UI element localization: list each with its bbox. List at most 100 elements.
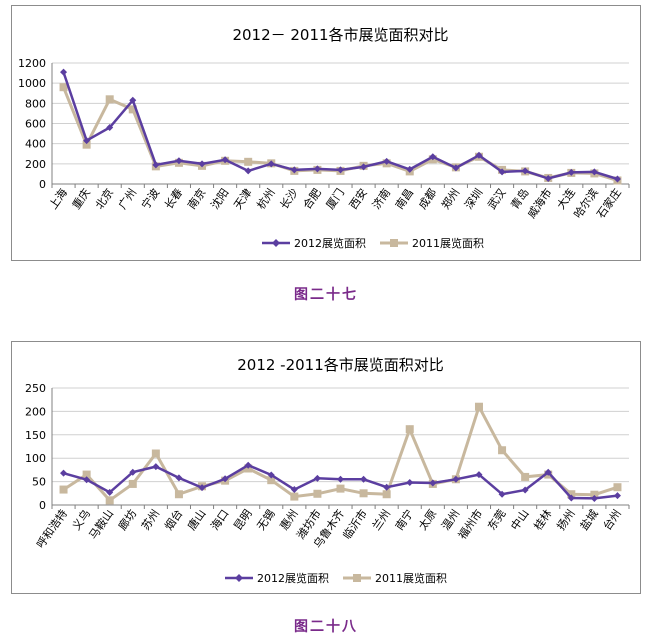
y-tick-label: 50	[32, 476, 46, 489]
legend-marker-2011	[390, 239, 398, 247]
x-tick-label: 成都	[416, 186, 439, 211]
x-tick-label: 广州	[116, 186, 139, 211]
data-point-2012	[521, 167, 529, 175]
x-tick-label: 长沙	[278, 186, 301, 211]
data-point-2011	[359, 489, 368, 498]
x-tick-label: 长春	[162, 186, 185, 211]
data-point-2012	[221, 156, 229, 164]
figure-caption-28: 图二十八	[294, 619, 358, 635]
data-point-2012	[175, 157, 183, 165]
chart-panel-2: 2012 -2011各市展览面积对比 0 50 100 150 200 250 呼和浩特 义乌马…	[11, 341, 641, 594]
y-tick-label: 0	[39, 178, 46, 191]
legend-marker-2011	[353, 574, 361, 582]
x-tick-label: 杭州	[254, 186, 278, 212]
x-tick-label: 重庆	[69, 186, 93, 212]
x-tick-label: 桂林	[531, 507, 555, 533]
data-point-2012	[360, 475, 368, 483]
legend-label-2012: 2012展览面积	[257, 571, 329, 585]
x-tick-label: 太原	[416, 507, 439, 532]
x-tick-label: 兰州	[370, 507, 393, 532]
data-point-2012	[567, 168, 575, 176]
data-point-2012	[337, 475, 344, 483]
data-point-2012	[152, 161, 160, 169]
data-point-2011	[82, 470, 91, 479]
data-point-2011	[405, 425, 414, 434]
y-tick-label: 600	[25, 118, 46, 131]
x-tick-label: 福州市	[455, 507, 485, 542]
x-tick-label: 昆明	[231, 507, 254, 532]
x-tick-label: 马鞍山	[86, 507, 116, 542]
data-point-2012	[475, 151, 483, 159]
data-point-2012	[521, 486, 529, 494]
x-tick-label: 武汉	[485, 186, 508, 211]
x-tick-label: 临沂市	[340, 507, 370, 542]
legend-label-2011: 2011展览面积	[375, 571, 447, 585]
x-tick-label: 济南	[369, 186, 393, 212]
data-point-2012	[267, 471, 275, 479]
data-point-2012	[475, 471, 483, 479]
y-tick-label: 100	[25, 452, 46, 465]
x-tick-label: 南昌	[393, 186, 416, 211]
data-point-2011	[244, 157, 253, 166]
data-point-2012	[383, 157, 391, 165]
x-tick-label: 海口	[207, 507, 231, 533]
data-point-2011	[382, 490, 391, 499]
x-tick-label: 北京	[92, 186, 116, 212]
x-tick-label: 合肥	[300, 186, 324, 212]
x-tick-label: 烟台	[161, 507, 185, 533]
data-point-2011	[313, 489, 322, 498]
x-tick-label: 扬州	[554, 507, 578, 533]
y-tick-label: 150	[25, 429, 46, 442]
x-tick-label: 台州	[600, 507, 624, 533]
legend-label-2011: 2011展览面积	[412, 236, 484, 250]
data-point-2012	[337, 166, 344, 174]
data-point-2012	[198, 484, 206, 492]
data-point-2011	[567, 490, 576, 499]
data-point-2012	[567, 494, 575, 502]
data-point-2012	[267, 160, 275, 168]
x-tick-label: 东莞	[485, 507, 508, 532]
data-point-2011	[151, 449, 160, 458]
x-tick-label: 盐城	[578, 507, 601, 532]
data-point-2011	[105, 95, 114, 104]
data-point-2012	[498, 168, 506, 176]
data-point-2012	[590, 168, 598, 176]
chart-title: 2012 -2011各市展览面积对比	[237, 356, 444, 374]
data-point-2011	[336, 484, 345, 493]
series-2012-line	[62, 71, 618, 181]
data-point-2012	[175, 474, 183, 482]
legend-marker-2012	[235, 574, 243, 582]
data-point-2012	[313, 165, 321, 173]
data-point-2012	[83, 137, 91, 145]
y-tick-label: 0	[39, 499, 46, 512]
legend-label-2012: 2012展览面积	[294, 236, 366, 250]
x-tick-label: 石家庄	[594, 186, 624, 221]
data-point-2012	[429, 153, 437, 161]
x-tick-label: 深圳	[462, 186, 485, 211]
data-point-2012	[221, 475, 229, 483]
y-tick-label: 800	[25, 97, 46, 110]
x-tick-label: 唐山	[184, 507, 208, 533]
data-point-2011	[82, 140, 91, 149]
data-point-2011	[613, 483, 622, 492]
x-tick-label: 中山	[508, 507, 531, 532]
x-tick-label: 南宁	[392, 507, 416, 533]
x-tick-label: 南京	[184, 186, 208, 212]
data-point-2012	[406, 479, 414, 487]
data-point-2011	[59, 485, 68, 494]
y-tick-label: 1200	[18, 57, 46, 70]
data-point-2012	[129, 468, 137, 476]
data-point-2012	[613, 492, 621, 500]
data-point-2011	[590, 490, 599, 499]
data-point-2012	[429, 479, 437, 487]
data-point-2012	[106, 124, 114, 132]
data-point-2012	[544, 468, 552, 476]
y-tick-label: 250	[25, 382, 46, 395]
data-point-2012	[383, 483, 391, 491]
data-point-2011	[128, 105, 137, 114]
data-point-2012	[198, 160, 206, 168]
data-point-2012	[452, 164, 460, 172]
data-point-2011	[290, 492, 299, 501]
chart-title: 2012－ 2011各市展览面积对比	[232, 26, 448, 44]
